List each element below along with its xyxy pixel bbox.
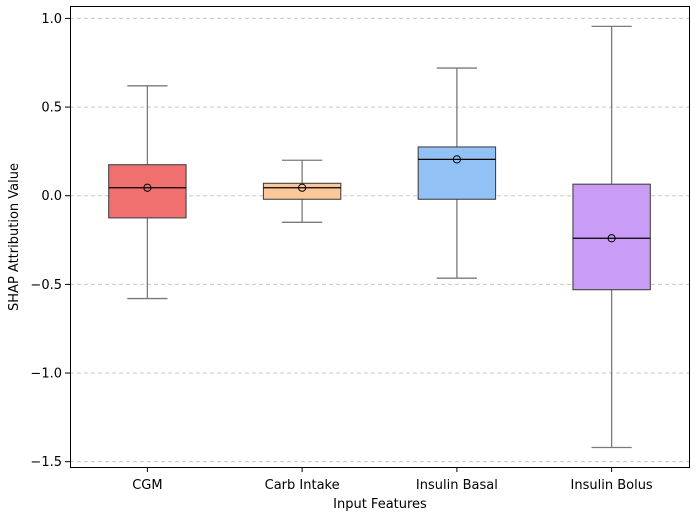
box-layer [108,25,651,449]
box-group-carb-intake [262,159,342,223]
y-tick-label: 1.0 [41,12,62,27]
iqr-box [572,183,651,291]
plot-frame [70,6,690,468]
y-tick-label: −1.5 [30,455,62,470]
x-tick-label: CGM [132,478,162,493]
box-group-cgm [108,85,187,300]
x-tick-label: Carb Intake [265,478,340,493]
x-tick-label: Insulin Basal [416,478,498,493]
iqr-box [108,164,187,219]
mean-marker [607,234,616,243]
grid-layer [70,17,689,463]
x-tick-label: Insulin Bolus [571,478,653,493]
mean-marker [452,155,461,164]
y-tick-label: 0.0 [41,189,62,204]
box-group-insulin-bolus [572,25,651,449]
mean-marker [143,183,152,192]
y-axis-label: SHAP Attribution Value [7,163,22,311]
box-group-insulin-basal [417,67,497,279]
mean-marker [298,183,307,192]
iqr-box [417,146,497,200]
y-tick-label: −1.0 [30,367,62,382]
tick-layer: 1.0 0.5 0.0 −0.5 −1.0 −1.5 CGM Carb Intake Insul… [30,12,653,493]
y-tick-label: 0.5 [41,101,62,116]
y-tick-label: −0.5 [30,278,62,293]
x-axis-label: Input Features [333,497,427,512]
